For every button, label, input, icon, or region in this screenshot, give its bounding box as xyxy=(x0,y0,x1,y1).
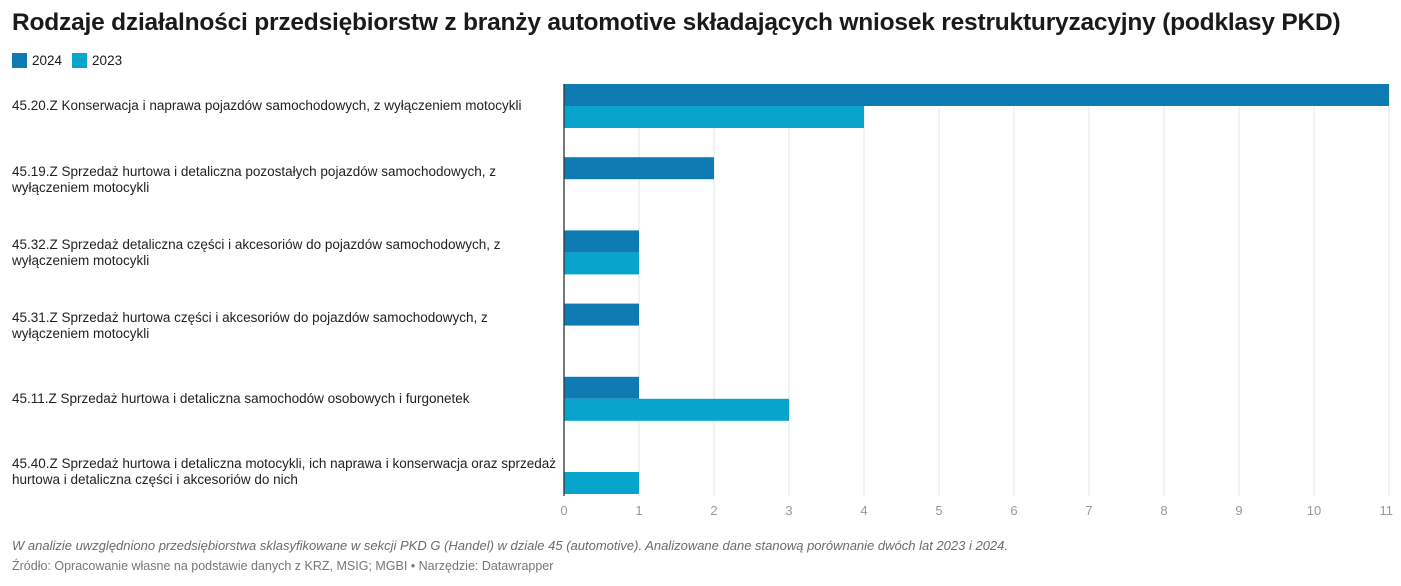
x-tick-label-7: 7 xyxy=(1085,503,1092,518)
x-tick-label-6: 6 xyxy=(1010,503,1017,518)
chart-title: Rodzaje działalności przedsiębiorstw z b… xyxy=(12,9,1341,36)
legend-label-2024: 2024 xyxy=(32,53,63,68)
category-label-45-20-z: 45.20.Z Konserwacja i naprawa pojazdów s… xyxy=(12,98,522,113)
bar-2024-45-31-z xyxy=(564,303,639,326)
bar-chart-plot: 0 1 2 3 4 5 6 7 8 9 10 11 xyxy=(560,84,1394,518)
x-tick-label-3: 3 xyxy=(785,503,792,518)
x-tick-label-11: 11 xyxy=(1380,503,1394,518)
bar-2023-45-32-z xyxy=(564,252,639,275)
legend-label-2023: 2023 xyxy=(92,53,123,68)
legend-item-2024: 2024 xyxy=(12,53,62,68)
bar-2023-45-40-z xyxy=(564,472,639,494)
bar-2023-45-11-z xyxy=(564,398,789,421)
category-label-45-40-z: 45.40.Z Sprzedaż hurtowa i detaliczna mo… xyxy=(12,456,557,487)
bar-2024-45-19-z xyxy=(564,157,714,180)
x-tick-label-9: 9 xyxy=(1235,503,1242,518)
footnote: W analizie uwzględniono przedsiębiorstwa… xyxy=(12,538,1008,553)
x-tick-label-0: 0 xyxy=(560,503,567,518)
x-tick-label-8: 8 xyxy=(1160,503,1167,518)
legend-swatch-2024 xyxy=(12,53,27,68)
category-label-45-32-z: 45.32.Z Sprzedaż detaliczna części i akc… xyxy=(12,237,501,268)
chart-legend: 2024 2023 xyxy=(12,53,132,68)
x-tick-label-2: 2 xyxy=(710,503,717,518)
x-tick-label-4: 4 xyxy=(860,503,867,518)
category-label-45-31-z: 45.31.Z Sprzedaż hurtowa części i akceso… xyxy=(12,310,488,341)
legend-swatch-2023 xyxy=(72,53,88,68)
bar-2023-45-20-z xyxy=(564,106,864,128)
category-label-45-19-z: 45.19.Z Sprzedaż hurtowa i detaliczna po… xyxy=(12,164,497,195)
category-label-45-11-z: 45.11.Z Sprzedaż hurtowa i detaliczna sa… xyxy=(12,391,470,406)
x-tick-label-5: 5 xyxy=(935,503,942,518)
x-tick-label-1: 1 xyxy=(635,503,642,518)
source-line: Źródło: Opracowanie własne na podstawie … xyxy=(12,559,554,573)
bar-2024-45-32-z xyxy=(564,230,639,253)
legend-item-2023: 2023 xyxy=(72,53,122,68)
x-tick-label-10: 10 xyxy=(1307,503,1321,518)
bar-2024-45-11-z xyxy=(564,376,639,399)
bar-2024-45-20-z xyxy=(564,84,1389,106)
